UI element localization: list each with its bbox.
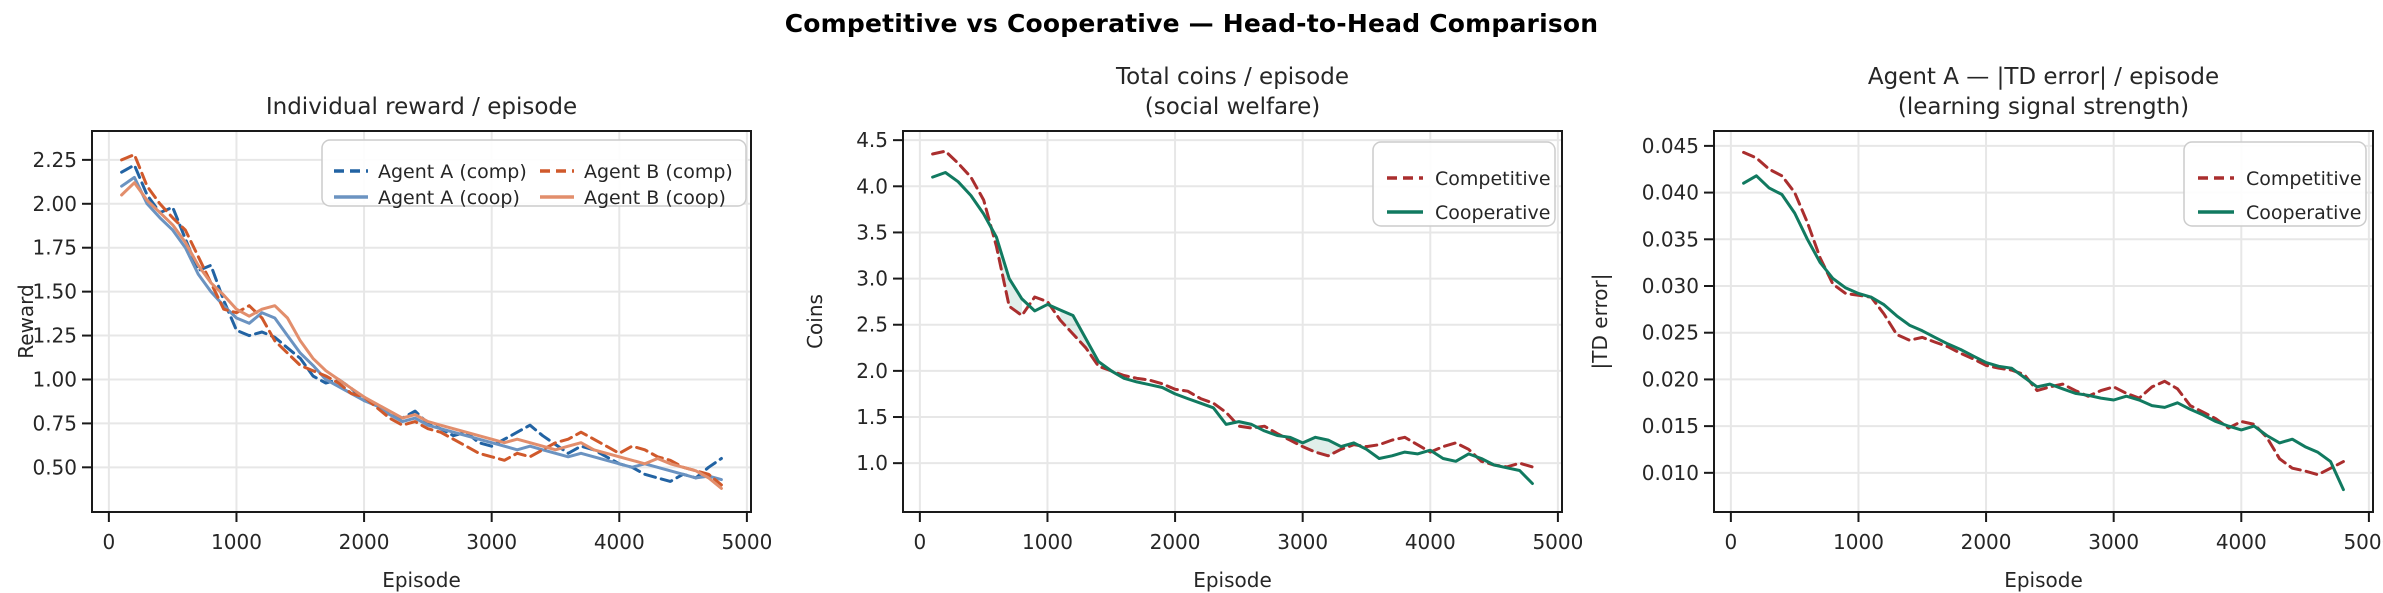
y-tick-label: 2.0 — [856, 359, 888, 383]
y-tick-label: 1.00 — [32, 367, 77, 391]
y-tick-label: 1.75 — [32, 236, 77, 260]
y-tick-label: 1.0 — [856, 451, 888, 475]
y-tick-label: 1.50 — [32, 280, 77, 304]
series-agent-a-comp — [120, 163, 723, 483]
x-tick-label: 0 — [102, 530, 115, 554]
y-tick-label: 1.5 — [856, 405, 888, 429]
chart-individual-reward: 0 1000 2000 3000 4000 5000 0.50 0.75 1.00 1.25 1.5… — [14, 94, 772, 592]
y-axis-label: Coins — [803, 294, 827, 349]
x-tick-label: 5000 — [1532, 530, 1583, 554]
x-tick-label: 4000 — [594, 530, 645, 554]
series-cooperative — [931, 171, 1534, 485]
y-axis-label: Reward — [14, 284, 38, 358]
x-tick-label: 0 — [1724, 530, 1737, 554]
chart-title-line: Individual reward / episode — [266, 94, 577, 120]
y-tick-label: 0.015 — [1642, 414, 1699, 438]
legend-label-cooperative: Cooperative — [1435, 202, 1550, 224]
tick-labels: 0 1000 2000 3000 4000 5000 0.010 0.015 0.020 0.02… — [1642, 134, 2383, 554]
tick-labels: 0 1000 2000 3000 4000 5000 1.0 1.5 2.0 2.5 3.0 3.5 4… — [856, 128, 1583, 554]
y-tick-label: 3.5 — [856, 220, 888, 244]
x-axis-label: Episode — [1193, 568, 1272, 592]
legend-label-agent-a-coop: Agent A (coop) — [378, 187, 520, 209]
axes-spines — [902, 130, 1563, 513]
y-axis-label: |TD error| — [1588, 274, 1612, 370]
x-tick-label: 1000 — [1022, 530, 1073, 554]
series-competitive — [1742, 150, 2345, 477]
plot-region — [120, 153, 723, 490]
legend-box — [321, 139, 747, 207]
x-tick-label: 1000 — [211, 530, 262, 554]
legend-label-cooperative: Cooperative — [2246, 202, 2361, 224]
x-tick-label: 3000 — [1277, 530, 1328, 554]
y-tick-label: 4.5 — [856, 128, 888, 152]
chart-title-line: Total coins / episode — [1115, 64, 1349, 90]
chart-title-line: (learning signal strength) — [1898, 94, 2189, 120]
legend-label-competitive: Competitive — [1435, 168, 1551, 190]
y-tick-label: 4.0 — [856, 174, 888, 198]
series-cooperative — [1742, 174, 2345, 492]
chart-td-error: 0 1000 2000 3000 4000 5000 0.010 0.015 0.020 0.02… — [1588, 64, 2383, 592]
legend-label-agent-b-coop: Agent B (coop) — [584, 187, 726, 209]
plot-region — [1742, 150, 2345, 492]
axes-spines — [91, 130, 752, 513]
x-tick-label: 2000 — [339, 530, 390, 554]
y-tick-label: 0.030 — [1642, 274, 1699, 298]
y-tick-label: 0.045 — [1642, 134, 1699, 158]
x-tick-label: 1000 — [1833, 530, 1884, 554]
y-tick-label: 2.25 — [32, 148, 77, 172]
y-tick-label: 0.50 — [32, 455, 77, 479]
tick-labels: 0 1000 2000 3000 4000 5000 0.50 0.75 1.00 1.25 1.5… — [32, 148, 772, 554]
fill-between-region — [996, 237, 1022, 316]
x-tick-label: 3000 — [2088, 530, 2139, 554]
x-axis-label: Episode — [2004, 568, 2083, 592]
x-tick-label: 3000 — [466, 530, 517, 554]
y-tick-label: 0.75 — [32, 411, 77, 435]
y-tick-label: 0.040 — [1642, 181, 1699, 205]
series-agent-a-coop — [120, 175, 723, 482]
legend-label-agent-a-comp: Agent A (comp) — [378, 161, 527, 183]
y-tick-label: 0.025 — [1642, 321, 1699, 345]
plot-region — [931, 149, 1534, 485]
grid — [902, 130, 1563, 513]
legend: Agent A (comp) Agent A (coop) Agent B (com… — [321, 139, 747, 209]
series-agent-b-comp — [120, 153, 723, 487]
legend: Competitive Cooperative — [2183, 141, 2367, 227]
x-tick-label: 2000 — [1150, 530, 1201, 554]
x-tick-label: 5000 — [721, 530, 772, 554]
series-agent-b-coop — [120, 181, 723, 490]
y-tick-label: 0.035 — [1642, 227, 1699, 251]
chart-title-line: Agent A — |TD error| / episode — [1868, 64, 2219, 90]
chart-title-line: (social welfare) — [1145, 94, 1320, 120]
x-tick-label: 2000 — [1961, 530, 2012, 554]
y-tick-label: 2.5 — [856, 313, 888, 337]
x-tick-label: 5000 — [2343, 530, 2383, 554]
legend-label-agent-b-comp: Agent B (comp) — [584, 161, 733, 183]
y-tick-label: 1.25 — [32, 324, 77, 348]
chart-total-coins: 0 1000 2000 3000 4000 5000 1.0 1.5 2.0 2.5 3.0 3.5 4… — [803, 64, 1583, 592]
y-tick-label: 2.00 — [32, 192, 77, 216]
legend-label-competitive: Competitive — [2246, 168, 2362, 190]
figure-suptitle: Competitive vs Cooperative — Head-to-Hea… — [784, 9, 1599, 38]
axes-2: 0 1000 2000 3000 4000 5000 0.010 0.015 0.020 0.02… — [1588, 64, 2383, 592]
x-tick-label: 0 — [913, 530, 926, 554]
x-axis-label: Episode — [382, 568, 461, 592]
axes-spines — [1713, 130, 2374, 513]
y-tick-label: 0.020 — [1642, 367, 1699, 391]
axes-1: 0 1000 2000 3000 4000 5000 1.0 1.5 2.0 2.5 3.0 3.5 4… — [803, 64, 1583, 592]
legend-box — [2183, 141, 2367, 227]
legend-box — [1372, 141, 1556, 227]
legend: Competitive Cooperative — [1372, 141, 1556, 227]
y-tick-label: 0.010 — [1642, 461, 1699, 485]
x-tick-label: 4000 — [1405, 530, 1456, 554]
y-tick-label: 3.0 — [856, 267, 888, 291]
fill-between-region — [1060, 309, 1099, 367]
axes-0: 0 1000 2000 3000 4000 5000 0.50 0.75 1.00 1.25 1.5… — [14, 94, 772, 592]
x-tick-label: 4000 — [2216, 530, 2267, 554]
